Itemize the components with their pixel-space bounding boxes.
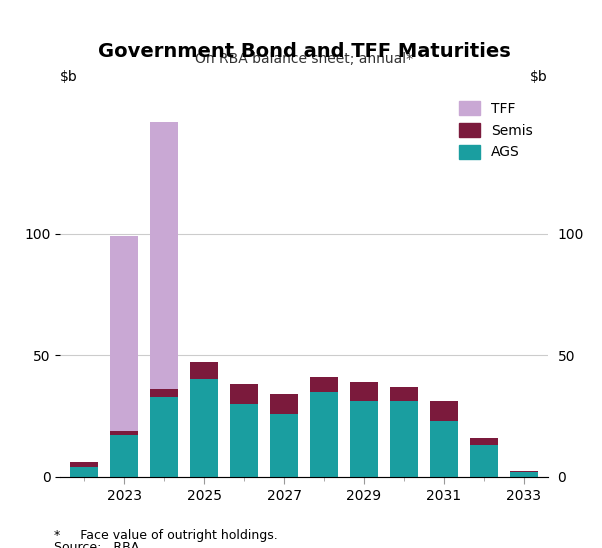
Bar	[470, 445, 498, 477]
Bar	[150, 122, 178, 389]
Bar	[230, 384, 258, 404]
Bar	[270, 414, 298, 477]
Text: On RBA balance sheet; annual*: On RBA balance sheet; annual*	[195, 52, 413, 66]
Bar	[430, 401, 458, 421]
Bar	[70, 462, 98, 467]
Bar	[310, 392, 338, 477]
Bar	[70, 467, 98, 477]
Bar	[110, 236, 138, 431]
Text: $b: $b	[60, 70, 78, 84]
Text: $b: $b	[530, 70, 548, 84]
Bar	[430, 421, 458, 477]
Bar	[190, 379, 218, 477]
Bar	[470, 438, 498, 445]
Title: Government Bond and TFF Maturities: Government Bond and TFF Maturities	[98, 42, 510, 61]
Text: Source:   RBA: Source: RBA	[54, 541, 140, 548]
Bar	[390, 387, 418, 401]
Bar	[190, 362, 218, 379]
Bar	[110, 431, 138, 436]
Bar	[310, 377, 338, 392]
Bar	[510, 471, 538, 472]
Bar	[350, 401, 378, 477]
Bar	[230, 404, 258, 477]
Bar	[270, 394, 298, 414]
Bar	[510, 472, 538, 477]
Bar	[150, 389, 178, 397]
Bar	[150, 397, 178, 477]
Bar	[390, 401, 418, 477]
Bar	[350, 382, 378, 401]
Bar	[110, 436, 138, 477]
Legend: TFF, Semis, AGS: TFF, Semis, AGS	[453, 95, 538, 165]
Text: *     Face value of outright holdings.: * Face value of outright holdings.	[54, 529, 278, 542]
